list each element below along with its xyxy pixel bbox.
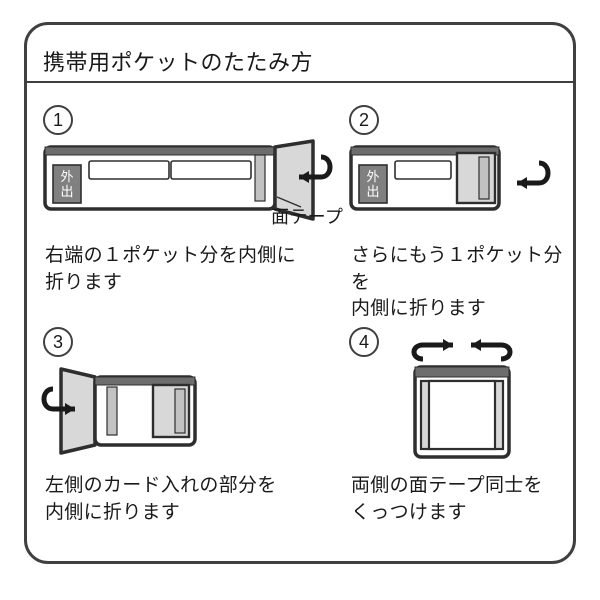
step-1-number: 1: [43, 105, 73, 135]
caption-line: さらにもう１ポケット分を: [351, 245, 563, 293]
step-4-illustration: [403, 345, 523, 465]
step-3-illustration: [57, 367, 217, 459]
page: 携帯用ポケットのたたみ方 1 外 出: [0, 0, 600, 600]
step-2-caption: さらにもう１ポケット分を 内側に折ります: [351, 243, 573, 323]
step-number-text: 1: [53, 110, 63, 131]
instruction-frame: 携帯用ポケットのたたみ方 1 外 出: [24, 22, 576, 564]
step-3-caption: 左側のカード入れの部分を 内側に折ります: [45, 473, 277, 526]
step-4-number: 4: [349, 327, 379, 357]
card-label-l1: 外: [366, 169, 379, 184]
step-2-illustration: 外 出: [349, 141, 557, 227]
caption-line: 内側に折ります: [351, 298, 486, 319]
step-number-text: 3: [53, 332, 63, 353]
press-arrows-icon: [414, 339, 510, 359]
card-label-l2: 出: [60, 184, 73, 199]
fold-arrow-icon: [517, 163, 548, 189]
caption-line: 右端の１ポケット分を内側に: [45, 245, 296, 266]
caption-line: 折ります: [45, 272, 122, 293]
step-1-caption: 右端の１ポケット分を内側に 折ります: [45, 243, 296, 296]
step-2-number: 2: [349, 105, 379, 135]
pointer-label-face-tape: 面テープ: [271, 205, 343, 230]
caption-line: くっつけます: [351, 502, 467, 523]
caption-line: 内側に折ります: [45, 502, 180, 523]
step-4-caption: 両側の面テープ同士を くっつけます: [351, 473, 543, 526]
title-rule: [27, 81, 573, 83]
card-label-l2: 出: [366, 184, 379, 199]
step-number-text: 2: [359, 110, 369, 131]
card-label-l1: 外: [60, 169, 73, 184]
panel-title: 携帯用ポケットのたたみ方: [43, 45, 313, 77]
caption-line: 両側の面テープ同士を: [351, 475, 543, 496]
step-number-text: 4: [359, 332, 369, 353]
caption-line: 左側のカード入れの部分を: [45, 475, 277, 496]
step-3-number: 3: [43, 327, 73, 357]
